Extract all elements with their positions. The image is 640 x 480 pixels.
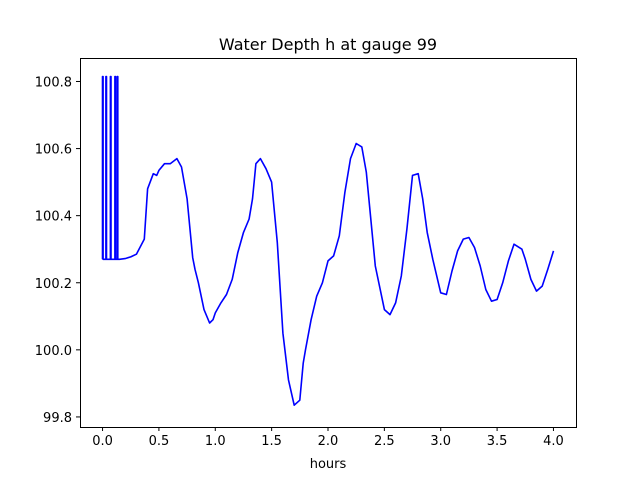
- series-line: [101, 75, 555, 407]
- x-tick-label: 3.5: [487, 434, 508, 449]
- x-tick-label: 2.5: [374, 434, 395, 449]
- y-tick-label: 100.4: [35, 210, 72, 225]
- x-tick-label: 3.0: [430, 434, 451, 449]
- x-tick-label: 1.0: [205, 434, 226, 449]
- y-tick-label: 99.8: [43, 411, 72, 426]
- x-axis-ticks: 0.0 0.5 1.0 1.5 2.0 2.5 3.0 3.5 4.0: [92, 427, 564, 449]
- x-tick-label: 4.0: [543, 434, 564, 449]
- y-tick-label: 100.8: [35, 75, 72, 90]
- y-tick-label: 100.0: [35, 344, 72, 359]
- y-axis-ticks: 99.8 100.0 100.2 100.4 100.6 100.8: [35, 75, 80, 426]
- x-tick-label: 1.5: [261, 434, 282, 449]
- x-axis-label: hours: [310, 457, 347, 472]
- x-tick-label: 0.0: [92, 434, 113, 449]
- chart-title: Water Depth h at gauge 99: [219, 35, 437, 54]
- x-tick-label: 2.0: [318, 434, 339, 449]
- series-layer: [101, 75, 555, 407]
- y-tick-label: 100.2: [35, 277, 72, 292]
- x-tick-label: 0.5: [149, 434, 170, 449]
- plot-area-frame: [80, 58, 577, 428]
- y-tick-label: 100.6: [35, 143, 72, 158]
